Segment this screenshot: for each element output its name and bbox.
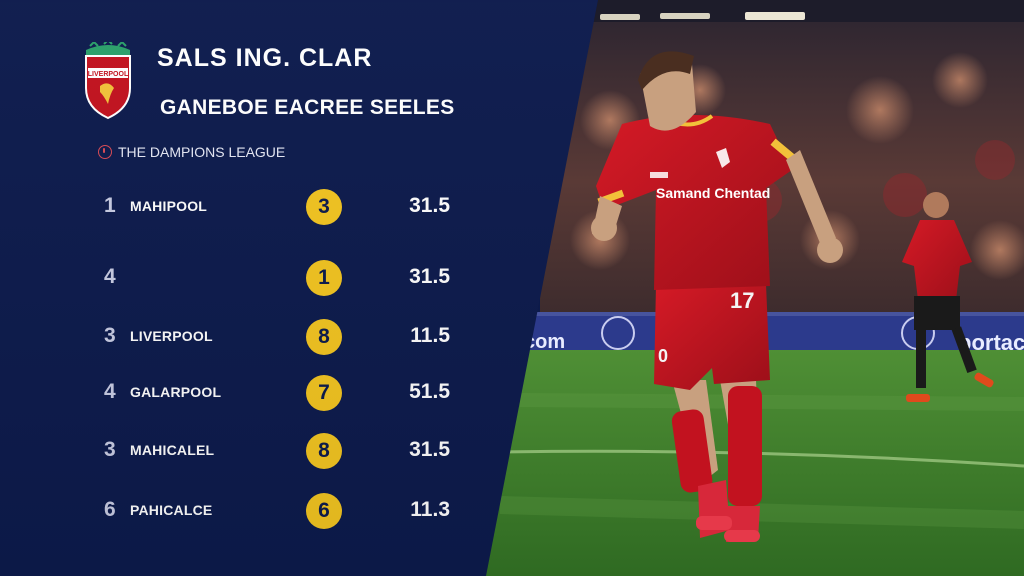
row-rank: 4 [104,380,116,403]
row-score: 31.5 [409,265,450,288]
row-rank: 3 [104,324,116,347]
standings-row: 6 PAHICALCE 6 11.3 [0,490,598,530]
row-badge: 8 [306,319,342,355]
standings-row: 3 LIVERPOOL 8 11.5 [0,316,598,356]
page-title: SALS ING. CLAR [157,44,373,72]
standings-row: 4 1 31.5 [0,257,598,297]
row-team: LIVERPOOL [130,328,213,344]
row-score: 11.5 [410,324,450,347]
row-rank: 6 [104,498,116,521]
row-badge: 8 [306,433,342,469]
row-badge: 7 [306,375,342,411]
row-team: MAHICALEL [130,442,215,458]
row-team: GALARPOOL [130,384,222,400]
standings-row: 1 MAHIPOOL 3 31.5 [0,186,598,226]
league-label: THE DAMPIONS LEAGUE [98,143,285,161]
club-crest-icon: LIVERPOOL [85,42,131,120]
row-team: PAHICALCE [130,502,213,518]
row-rank: 3 [104,438,116,461]
shorts-number-left: 0 [658,346,668,366]
shorts-number-17: 17 [730,288,754,313]
board-text-left: com [524,331,565,353]
row-score: 51.5 [409,380,450,403]
row-rank: 4 [104,265,116,288]
row-score: 11.3 [410,498,450,521]
row-team: MAHIPOOL [130,198,208,214]
standings-row: 3 MAHICALEL 8 31.5 [0,430,598,470]
page-subtitle: GANEBOE EACREE SEELES [160,96,455,119]
row-badge: 6 [306,493,342,529]
row-score: 31.5 [409,194,450,217]
row-score: 31.5 [409,438,450,461]
shirt-sponsor: Samand Chentad [656,185,770,201]
row-badge: 1 [306,260,342,296]
champions-league-icon [98,145,112,159]
league-name: THE DAMPIONS LEAGUE [118,144,286,160]
row-badge: 3 [306,189,342,225]
background-player [902,192,994,402]
row-rank: 1 [104,194,116,217]
standings-row: 4 GALARPOOL 7 51.5 [0,372,598,412]
standings-panel: LIVERPOOL SALS ING. CLAR GANEBOE EACREE … [0,0,598,576]
main-player: 17 0 Samand Chentad [591,51,843,542]
crest-text: LIVERPOOL [88,71,129,78]
